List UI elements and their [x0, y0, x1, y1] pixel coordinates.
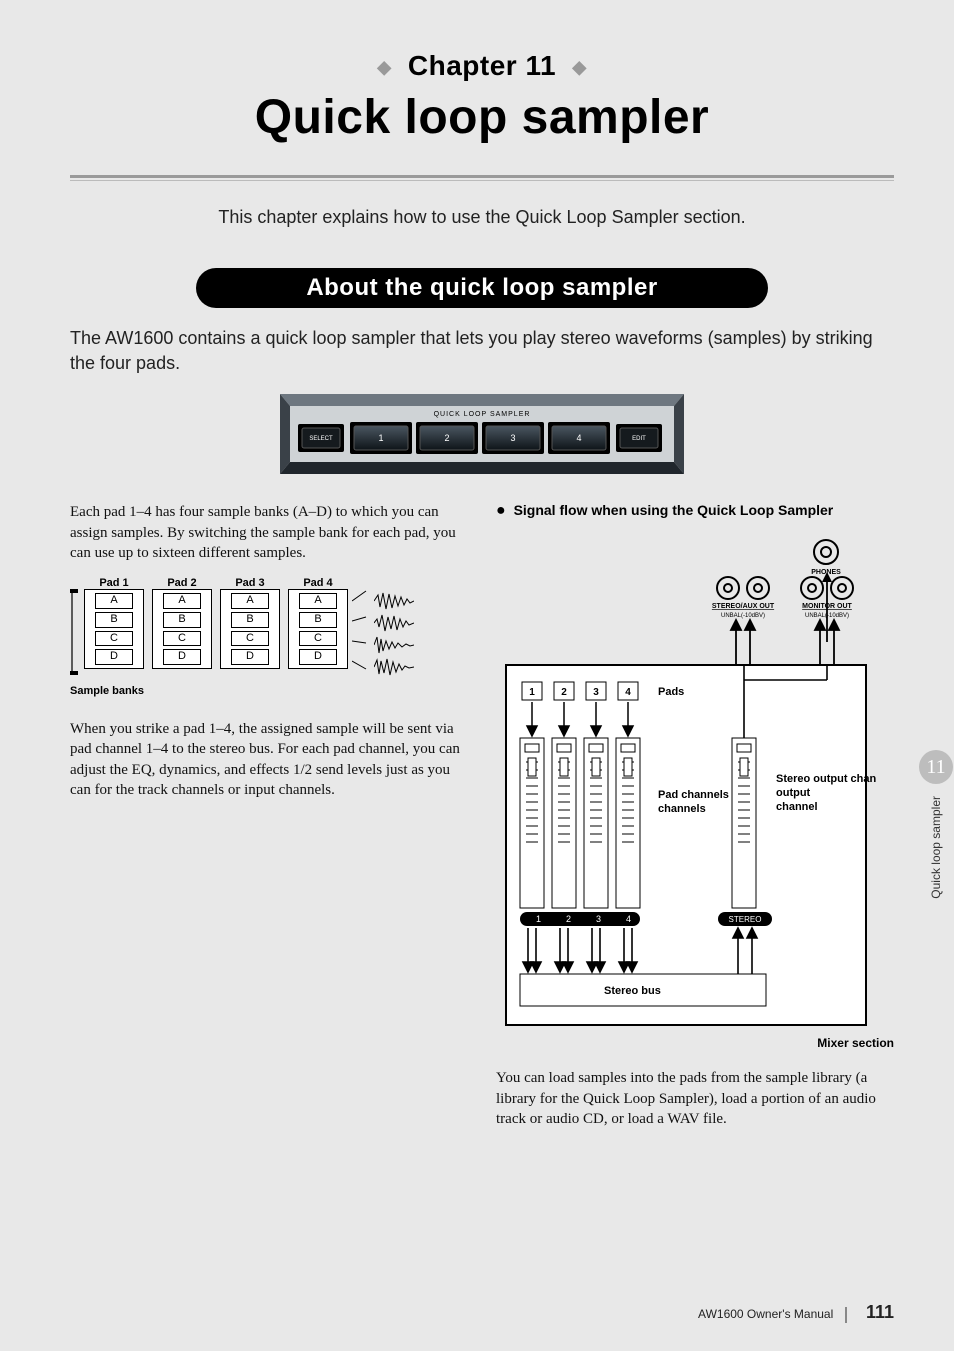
page-number: 111 — [866, 1302, 894, 1322]
bank-cell: D — [231, 649, 269, 665]
bank-cell: B — [95, 612, 133, 628]
section-heading: About the quick loop sampler — [196, 268, 767, 308]
page-title: Quick loop sampler — [70, 90, 894, 145]
bank-cell: A — [231, 593, 269, 609]
bank-cell: A — [95, 593, 133, 609]
bank-cell: A — [163, 593, 201, 609]
bank-cell: A — [299, 593, 337, 609]
side-tab-number: 11 — [919, 750, 953, 784]
divider-thick — [70, 175, 894, 178]
footer-divider-icon — [845, 1307, 847, 1323]
bullet-icon: ● — [496, 502, 506, 519]
svg-text:Pads: Pads — [658, 686, 684, 698]
svg-text:Stereo output channel: Stereo output channel — [776, 773, 876, 785]
right-paragraph-1: You can load samples into the pads from … — [496, 1068, 894, 1129]
svg-text:UNBAL(-10dBV): UNBAL(-10dBV) — [721, 613, 765, 619]
svg-text:EDIT: EDIT — [632, 436, 646, 442]
pad-channel-strip — [584, 738, 608, 908]
svg-text:SELECT: SELECT — [309, 436, 333, 442]
page-footer: AW1600 Owner's Manual 111 — [698, 1302, 894, 1323]
bank-cell: C — [231, 631, 269, 647]
pad-channel-strip — [552, 738, 576, 908]
svg-text:4: 4 — [576, 433, 581, 443]
manual-name: AW1600 Owner's Manual — [698, 1307, 833, 1321]
sample-banks-figure: Pad 1 Pad 2 Pad 3 Pad 4 A B C D — [70, 577, 468, 697]
waveform-icon — [374, 613, 414, 633]
bank-cell: D — [163, 649, 201, 665]
svg-text:STEREO/AUX OUT: STEREO/AUX OUT — [712, 603, 775, 610]
left-paragraph-2: When you strike a pad 1–4, the assigned … — [70, 719, 468, 800]
bank-cell: C — [163, 631, 201, 647]
svg-text:2: 2 — [561, 687, 567, 698]
waveform-icon — [374, 635, 414, 655]
svg-text:2: 2 — [444, 433, 449, 443]
svg-text:3: 3 — [593, 687, 599, 698]
svg-text:2: 2 — [566, 914, 571, 924]
pad-bank-column: A B C D — [220, 589, 280, 669]
bank-cell: B — [163, 612, 201, 628]
divider-thin — [70, 180, 894, 181]
panel-title: QUICK LOOP SAMPLER — [434, 411, 531, 418]
stereo-output-strip — [732, 738, 756, 908]
signal-flow-subhead-text: Signal flow when using the Quick Loop Sa… — [514, 502, 834, 518]
svg-text:3: 3 — [510, 433, 515, 443]
bank-cell: B — [231, 612, 269, 628]
svg-text:4: 4 — [626, 914, 631, 924]
diamond-icon: ◆ — [572, 57, 586, 77]
pad-channel-strip — [616, 738, 640, 908]
svg-text:1: 1 — [536, 914, 541, 924]
bank-cell: B — [299, 612, 337, 628]
bank-to-wave-lines-icon — [352, 589, 368, 675]
pad-label: Pad 4 — [284, 577, 352, 589]
bank-bracket-icon — [70, 589, 80, 675]
mixer-section-caption: Mixer section — [496, 1036, 894, 1050]
chapter-heading: ◆ Chapter 11 ◆ — [70, 50, 894, 82]
pad-label: Pad 2 — [148, 577, 216, 589]
pad-label: Pad 3 — [216, 577, 284, 589]
diamond-icon: ◆ — [377, 57, 391, 77]
signal-flow-subhead: ● Signal flow when using the Quick Loop … — [496, 502, 894, 520]
svg-text:channel: channel — [776, 801, 818, 813]
left-paragraph-1: Each pad 1–4 has four sample banks (A–D)… — [70, 502, 468, 563]
svg-text:STEREO: STEREO — [729, 915, 762, 924]
waveform-icon — [374, 657, 414, 677]
pad-bank-column: A B C D — [84, 589, 144, 669]
svg-text:1: 1 — [529, 687, 535, 698]
svg-text:1: 1 — [378, 433, 383, 443]
svg-text:output: output — [776, 787, 811, 799]
svg-text:Stereo bus: Stereo bus — [604, 985, 661, 997]
pad-bank-column: A B C D — [288, 589, 348, 669]
signal-flow-figure: PHONES STEREO/AUX OUT UNBAL(-10dBV) — [496, 530, 876, 1030]
bank-cell: D — [95, 649, 133, 665]
svg-text:4: 4 — [625, 687, 631, 698]
svg-text:Pad channels: Pad channels — [658, 789, 729, 801]
svg-text:3: 3 — [596, 914, 601, 924]
bank-cell: C — [299, 631, 337, 647]
stereo-aux-jacks-icon: STEREO/AUX OUT UNBAL(-10dBV) — [712, 577, 775, 619]
waveform-icon — [374, 591, 414, 611]
quick-loop-sampler-panel-figure: QUICK LOOP SAMPLER SELECT 1 2 3 4 — [280, 394, 684, 474]
sample-banks-caption: Sample banks — [70, 685, 468, 697]
side-tab-text: Quick loop sampler — [929, 796, 943, 899]
side-tab: 11 Quick loop sampler — [918, 750, 954, 930]
pad-bank-column: A B C D — [152, 589, 212, 669]
bank-cell: C — [95, 631, 133, 647]
chapter-label: Chapter 11 — [408, 50, 556, 81]
svg-text:channels: channels — [658, 803, 706, 815]
bank-cell: D — [299, 649, 337, 665]
phones-jack-icon: PHONES — [811, 540, 841, 576]
section-intro: The AW1600 contains a quick loop sampler… — [70, 326, 894, 376]
pad-channel-strip — [520, 738, 544, 908]
pad-label: Pad 1 — [80, 577, 148, 589]
chapter-intro: This chapter explains how to use the Qui… — [100, 207, 864, 228]
